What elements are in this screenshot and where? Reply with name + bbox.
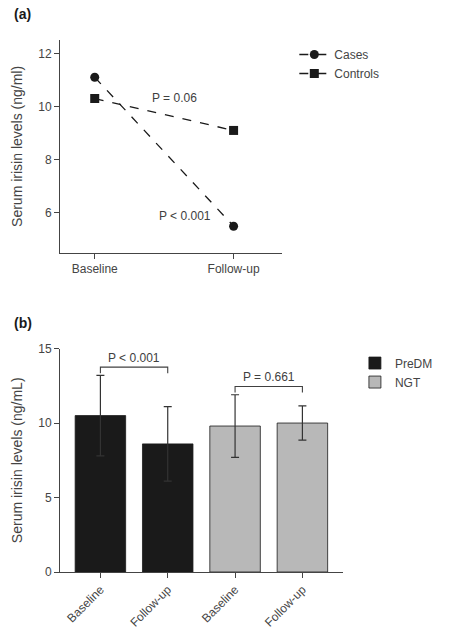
svg-text:Controls: Controls (334, 67, 379, 81)
svg-text:Baseline: Baseline (64, 583, 107, 626)
svg-text:Serum irisin levels (ng/mL): Serum irisin levels (ng/mL) (9, 377, 25, 543)
svg-text:P = 0.06: P = 0.06 (152, 91, 197, 105)
svg-text:10: 10 (38, 416, 52, 430)
svg-text:PreDM: PreDM (395, 357, 432, 371)
svg-text:Cases: Cases (334, 48, 368, 62)
svg-text:Baseline: Baseline (72, 262, 118, 276)
svg-text:P = 0.661: P = 0.661 (243, 370, 295, 384)
svg-text:(b): (b) (14, 315, 32, 331)
svg-text:Serum irisin levels (ng/ml): Serum irisin levels (ng/ml) (9, 66, 25, 227)
svg-text:0: 0 (45, 565, 52, 579)
svg-text:(a): (a) (14, 6, 31, 22)
svg-text:Follow-up: Follow-up (262, 583, 309, 630)
svg-text:P < 0.001: P < 0.001 (159, 209, 211, 223)
svg-text:15: 15 (38, 342, 52, 356)
svg-text:5: 5 (45, 491, 52, 505)
svg-text:8: 8 (45, 153, 52, 167)
svg-text:Follow-up: Follow-up (127, 583, 174, 630)
svg-text:12: 12 (38, 47, 52, 61)
svg-text:Baseline: Baseline (199, 583, 242, 626)
svg-text:10: 10 (38, 100, 52, 114)
svg-text:Follow-up: Follow-up (208, 262, 260, 276)
svg-text:P < 0.001: P < 0.001 (108, 351, 160, 365)
svg-text:6: 6 (45, 206, 52, 220)
svg-text:NGT: NGT (395, 376, 421, 390)
